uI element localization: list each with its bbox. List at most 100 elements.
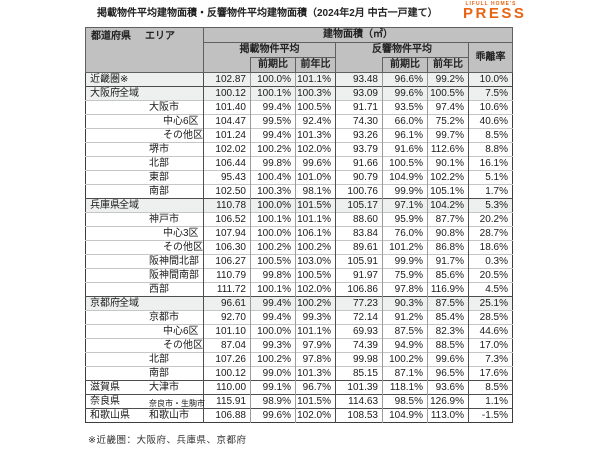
divergence-value: 7.3% [468,352,513,367]
inquiry-yoy-value: 100.5% [427,86,469,101]
listed-mom-value: 100.2% [250,240,296,255]
listed-mom-value: 99.4% [250,100,296,115]
listed-avg-value: 96.61 [203,296,251,311]
listed-avg-value: 87.04 [203,338,251,353]
row-label-cell: 京都市 [85,310,204,325]
listed-yoy-value: 101.1% [295,212,336,227]
table-row: 中心3区 107.94 100.0% 106.1% 83.84 76.0% 90.8% 28.… [85,226,513,241]
inquiry-yoy-value: 93.6% [427,380,469,395]
page-title: 掲載物件平均建物面積・反響物件平均建物面積（2024年2月 中古一戸建て） [97,8,438,19]
inquiry-yoy-value: 87.7% [427,212,469,227]
listed-yoy-value: 106.1% [295,226,336,241]
table-row: その他区 87.04 99.3% 97.9% 74.39 94.9% 88.5% 17.0% [85,338,513,353]
row-label-cell: その他区 [85,338,204,353]
prefecture-label: 奈良県 [90,396,120,407]
header-row-2: 掲載物件平均 反響物件平均 乖離率 [86,42,513,73]
listed-yoy-value: 101.0% [295,170,336,185]
inquiry-yoy-value: 82.3% [427,324,469,339]
inquiry-yoy-value: 116.9% [427,282,469,297]
inquiry-avg-value: 91.66 [335,156,383,171]
listed-avg-value: 106.44 [203,156,251,171]
row-label-cell: 東部 [85,170,204,185]
row-label-cell: 大阪府 全域 [85,86,204,101]
divergence-value: 7.5% [468,86,513,101]
divergence-value: 10.6% [468,100,513,115]
header-listed-mom: 前期比 [250,57,296,73]
listed-avg-value: 95.43 [203,170,251,185]
inquiry-avg-value: 72.14 [335,310,383,325]
divergence-value: 4.5% [468,282,513,297]
table-row: 阪神間南部 110.79 99.8% 100.5% 91.97 75.9% 85.6% 20.… [85,268,513,283]
header-inquiry-mom: 前期比 [382,57,428,73]
inquiry-mom-value: 96.1% [382,128,428,143]
divergence-value: 1.1% [468,394,513,409]
area-label: 東部 [149,172,169,183]
listed-avg-value: 106.30 [203,240,251,255]
listed-avg-value: 110.78 [203,198,251,213]
area-label: 南部 [149,186,169,197]
divergence-value: 17.6% [468,366,513,381]
inquiry-yoy-value: 87.5% [427,296,469,311]
table-row: 北部 106.44 99.8% 99.6% 91.66 100.5% 90.1% 16.1% [85,156,513,171]
inquiry-avg-value: 74.30 [335,114,383,129]
divergence-value: 5.3% [468,198,513,213]
inquiry-mom-value: 96.6% [382,72,428,87]
listed-mom-value: 99.4% [250,296,296,311]
header-row-3: 前期比 前年比 前期比 前年比 [86,57,513,73]
listed-mom-value: 100.2% [250,352,296,367]
inquiry-yoy-value: 99.6% [427,352,469,367]
row-label-cell: 中心6区 [85,324,204,339]
inquiry-yoy-value: 86.8% [427,240,469,255]
listed-avg-value: 102.50 [203,184,251,199]
inquiry-mom-value: 91.6% [382,142,428,157]
area-label: 全域 [119,88,139,99]
table-row: 南部 100.12 99.0% 101.3% 85.15 87.1% 96.5% 17.6% [85,366,513,381]
listed-mom-value: 100.1% [250,212,296,227]
divergence-value: 20.5% [468,268,513,283]
inquiry-mom-value: 95.9% [382,212,428,227]
row-label-cell: 和歌山県 和歌山市 [85,408,204,423]
divergence-value: 8.8% [468,142,513,157]
header-listed-average: 掲載物件平均 [203,42,336,58]
divergence-value: 10.0% [468,72,513,87]
divergence-value: 18.6% [468,240,513,255]
area-label: 全域 [119,298,139,309]
table-row: 大阪市 101.40 99.4% 100.5% 91.71 93.5% 97.4% 10.6% [85,100,513,115]
header-inquiry-spacer [335,57,383,73]
prefecture-label: 京都府 [90,298,120,309]
listed-mom-value: 100.3% [250,184,296,199]
listed-mom-value: 99.6% [250,408,296,423]
row-label-cell: 北部 [85,156,204,171]
row-label-cell: 神戸市 [85,212,204,227]
lifull-homes-press-logo: LIFULL HOME'S PRESS [461,1,527,22]
table-row: その他区 101.24 99.4% 101.3% 93.26 96.1% 99.7% 8.5% [85,128,513,143]
listed-yoy-value: 100.5% [295,268,336,283]
table-row: 奈良県 奈良市・生駒市 115.91 98.9% 101.5% 114.63 98.5% 12… [85,394,513,409]
row-label-cell: 兵庫県 全域 [85,198,204,213]
listed-avg-value: 110.00 [203,380,251,395]
inquiry-avg-value: 88.60 [335,212,383,227]
listed-yoy-value: 101.5% [295,394,336,409]
row-label-cell: 南部 [85,366,204,381]
inquiry-avg-value: 83.84 [335,226,383,241]
row-label-cell: その他区 [85,240,204,255]
table-row: 滋賀県 大津市 110.00 99.1% 96.7% 101.39 118.1% 93.6% 8… [85,380,513,395]
row-label-cell: 滋賀県 大津市 [85,380,204,395]
listed-avg-value: 115.91 [203,394,251,409]
prefecture-label: 兵庫県 [90,200,120,211]
inquiry-yoy-value: 85.4% [427,310,469,325]
inquiry-yoy-value: 113.0% [427,408,469,423]
header-inquiry-average: 反響物件平均 [335,42,469,58]
inquiry-yoy-value: 88.5% [427,338,469,353]
inquiry-yoy-value: 112.6% [427,142,469,157]
inquiry-mom-value: 104.9% [382,408,428,423]
table-row: 京都府 全域 96.61 99.4% 100.2% 77.23 90.3% 87.5% 25.1… [85,296,513,311]
listed-yoy-value: 100.3% [295,86,336,101]
listed-mom-value: 100.0% [250,198,296,213]
header-area-label: エリア [145,31,175,42]
header-prefecture-label: 都道府県 [91,31,131,42]
divergence-value: 16.1% [468,156,513,171]
header-inquiry-yoy: 前年比 [427,57,469,73]
logo-press-text: PRESS [463,5,527,22]
inquiry-avg-value: 93.48 [335,72,383,87]
